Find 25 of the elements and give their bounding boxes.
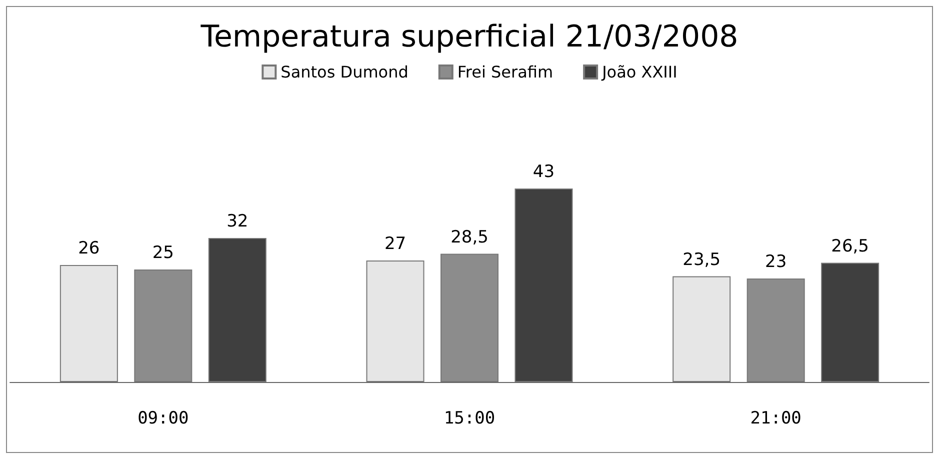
data-label: 27	[384, 234, 406, 254]
x-tick-label: 15:00	[444, 408, 496, 428]
legend-label: Frei Serafim	[457, 62, 554, 82]
x-tick-label: 09:00	[138, 408, 189, 428]
data-label: 43	[532, 162, 555, 182]
legend-label: João XXIII	[601, 62, 678, 82]
bar	[60, 265, 118, 382]
bar	[134, 270, 192, 382]
data-label: 32	[226, 212, 248, 232]
bar	[208, 238, 266, 382]
x-tick-label: 21:00	[750, 408, 802, 428]
data-label: 23,5	[682, 250, 721, 270]
legend-label: Santos Dumond	[280, 62, 408, 82]
bar	[440, 254, 498, 382]
bar	[514, 188, 573, 382]
data-label: 26	[78, 238, 100, 258]
data-label: 23	[765, 252, 787, 272]
bar	[366, 260, 424, 382]
data-label: 28,5	[450, 227, 488, 248]
bar	[672, 276, 731, 382]
bar	[746, 278, 805, 382]
data-label: 26,5	[831, 236, 870, 256]
chart-title: Temperatura superficial 21/03/2008	[200, 20, 738, 54]
data-label: 25	[152, 243, 174, 263]
bar	[821, 262, 880, 382]
